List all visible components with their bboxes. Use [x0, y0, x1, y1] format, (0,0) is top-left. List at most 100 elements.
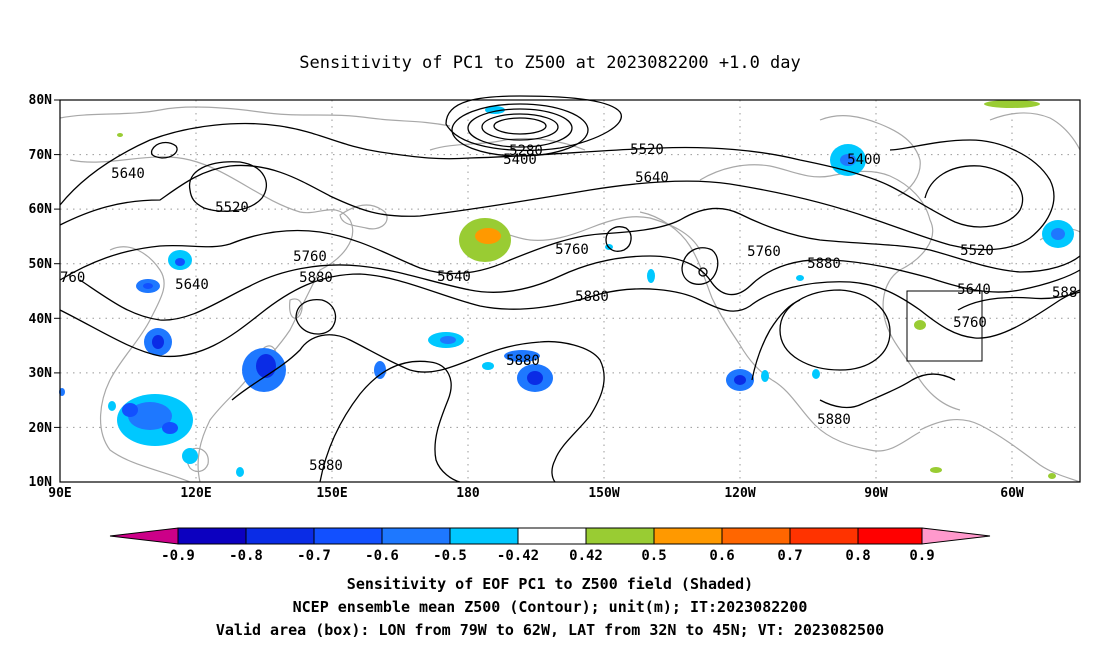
map-panel: 5280 5400 5400 5520 5520 5520 5640 5640 … — [59, 95, 1081, 483]
colorbar-label: -0.8 — [229, 548, 263, 564]
shade-patch — [527, 371, 543, 385]
colorbar-segment — [857, 527, 923, 545]
sensitivity-shading — [59, 100, 1074, 479]
map-title: Sensitivity of PC1 to Z500 at 2023082200… — [299, 53, 801, 73]
contour-label: 588 — [1052, 285, 1077, 301]
contour-label: 5640 — [957, 282, 991, 298]
lon-tick: 60W — [1000, 486, 1024, 501]
contour-label: 5640 — [111, 166, 145, 182]
contour-label: 5760 — [293, 249, 327, 265]
lat-tick: 10N — [29, 475, 53, 490]
valid-area-box — [906, 290, 983, 362]
colorbar-label: 0.6 — [709, 548, 734, 564]
shade-patch — [143, 283, 153, 289]
graticule — [60, 100, 1080, 482]
contour-label: 5520 — [215, 200, 249, 216]
contour-labels: 5280 5400 5400 5520 5520 5520 5640 5640 … — [60, 142, 1077, 474]
colorbar-label: -0.9 — [161, 548, 195, 564]
contour-label: 760 — [60, 270, 85, 286]
lon-tick: 90E — [48, 486, 71, 501]
colorbar-segment — [449, 527, 519, 545]
colorbar-label: 0.7 — [777, 548, 802, 564]
lat-tick: 20N — [29, 421, 53, 436]
shade-patch — [152, 335, 164, 349]
colorbar-label: -0.6 — [365, 548, 399, 564]
colorbar-segment — [721, 527, 791, 545]
contour-label: 5640 — [175, 277, 209, 293]
contour-label: 5760 — [555, 242, 589, 258]
shade-patch — [162, 422, 178, 434]
shade-patch — [256, 354, 276, 378]
colorbar-segment — [177, 527, 247, 545]
z500-contours — [59, 95, 1081, 483]
shade-patch — [930, 467, 942, 473]
contour-label: 5760 — [953, 315, 987, 331]
colorbar-high-arrow — [921, 527, 991, 545]
contour-label: 5880 — [575, 289, 609, 305]
contour-label: 5880 — [506, 353, 540, 369]
shade-patch — [482, 362, 494, 370]
contour-label: 5640 — [635, 170, 669, 186]
shade-patch — [796, 275, 804, 281]
lon-axis: 90E 120E 150E 180 150W 120W 90W 60W — [48, 486, 1024, 501]
lon-tick: 180 — [456, 486, 480, 501]
lat-tick: 70N — [29, 148, 53, 163]
contour-label: 5880 — [299, 270, 333, 286]
shade-patch — [504, 350, 540, 362]
shade-patch — [175, 258, 185, 266]
shade-patch — [108, 401, 116, 411]
colorbar-segment — [653, 527, 723, 545]
colorbar-label: 0.9 — [909, 548, 934, 564]
shade-patch — [475, 228, 501, 244]
caption-line-2: NCEP ensemble mean Z500 (Contour); unit(… — [293, 598, 808, 616]
contour-label: 5400 — [847, 152, 881, 168]
colorbar-label: -0.7 — [297, 548, 331, 564]
lon-tick: 120W — [724, 486, 755, 501]
shade-patch — [761, 370, 769, 382]
colorbar-segment — [313, 527, 383, 545]
colorbar-segment — [585, 527, 655, 545]
colorbar-segment — [381, 527, 451, 545]
shade-patch — [984, 100, 1040, 108]
colorbar-label: -0.5 — [433, 548, 467, 564]
shade-patch — [117, 133, 123, 137]
shade-patch — [1051, 228, 1065, 240]
colorbar-low-arrow — [109, 527, 179, 545]
colorbar-segment — [517, 527, 587, 545]
lon-tick: 120E — [180, 486, 211, 501]
shade-patch — [122, 403, 138, 417]
shade-patch — [236, 467, 244, 477]
colorbar: -0.9 -0.8 -0.7 -0.6 -0.5 -0.42 0.42 0.5 … — [109, 527, 991, 564]
shade-patch — [128, 402, 172, 430]
shade-patch — [440, 336, 456, 344]
lat-tick: 50N — [29, 257, 53, 272]
contour-label: 5280 — [509, 143, 543, 159]
colorbar-label: 0.8 — [845, 548, 870, 564]
shade-patch — [1048, 473, 1056, 479]
shade-patch — [734, 375, 746, 385]
shade-patch — [182, 448, 198, 464]
colorbar-label: -0.42 — [497, 548, 539, 564]
shade-patch — [374, 361, 386, 379]
contour-label: 5400 — [503, 152, 537, 168]
lat-tick: 80N — [29, 93, 53, 108]
lat-tick: 30N — [29, 366, 53, 381]
lat-tick: 60N — [29, 202, 53, 217]
contour-label: 5880 — [309, 458, 343, 474]
shade-patch — [647, 269, 655, 283]
contour-label: 5880 — [817, 412, 851, 428]
contour-label: 5760 — [747, 244, 781, 260]
colorbar-segment — [245, 527, 315, 545]
shade-patch — [812, 369, 820, 379]
lat-axis: 80N 70N 60N 50N 40N 30N 20N 10N — [29, 93, 60, 490]
lon-tick: 90W — [864, 486, 888, 501]
caption-line-3: Valid area (box): LON from 79W to 62W, L… — [216, 621, 884, 639]
shade-patch — [914, 320, 926, 330]
colorbar-segment — [789, 527, 859, 545]
colorbar-label: 0.42 — [569, 548, 603, 564]
shade-patch — [840, 154, 856, 166]
lon-tick: 150W — [588, 486, 619, 501]
contour-label: 5520 — [960, 243, 994, 259]
contour-label: 5640 — [437, 269, 471, 285]
